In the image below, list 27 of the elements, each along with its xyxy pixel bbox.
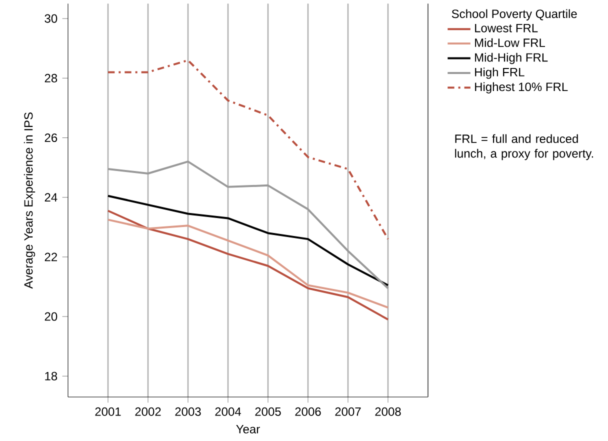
legend-label: Mid-High FRL (475, 52, 548, 64)
text: FRL = full and reduced lunch, a proxy for poverty. (455, 134, 594, 160)
x-tick-label: 2002 (135, 407, 161, 416)
y-tick-label: 20 (44, 312, 58, 321)
line-series (107, 160, 389, 290)
line-series (107, 210, 389, 321)
legend-label: Mid-Low FRL (475, 38, 546, 48)
x-tick-label: 2007 (335, 407, 361, 416)
legend-title: School Poverty Quartile (452, 9, 577, 20)
x-axis-title: Year (236, 425, 260, 434)
y-axis-title: Average Years Experience in IPS (24, 112, 36, 289)
y-tick-label: 24 (44, 193, 58, 202)
y-tick-label: 22 (44, 252, 57, 262)
x-tick-label: 2004 (215, 407, 241, 416)
line-series (107, 59, 389, 240)
y-tick-label: 18 (45, 372, 58, 380)
y-tick-label: 28 (44, 74, 58, 82)
legend-label: High FRL (475, 68, 524, 79)
x-tick-label: 2005 (255, 407, 281, 416)
y-tick-label: 30 (44, 14, 58, 23)
legend-label: Lowest FRL (475, 24, 538, 32)
x-tick-label: 2006 (295, 407, 321, 416)
x-tick-label: 2001 (95, 407, 121, 416)
y-tick-label: 26 (44, 133, 58, 142)
x-tick-label: 2008 (375, 407, 401, 416)
x-tick-label: 2003 (175, 407, 201, 416)
legend-label: Highest 10% FRL (475, 82, 568, 94)
